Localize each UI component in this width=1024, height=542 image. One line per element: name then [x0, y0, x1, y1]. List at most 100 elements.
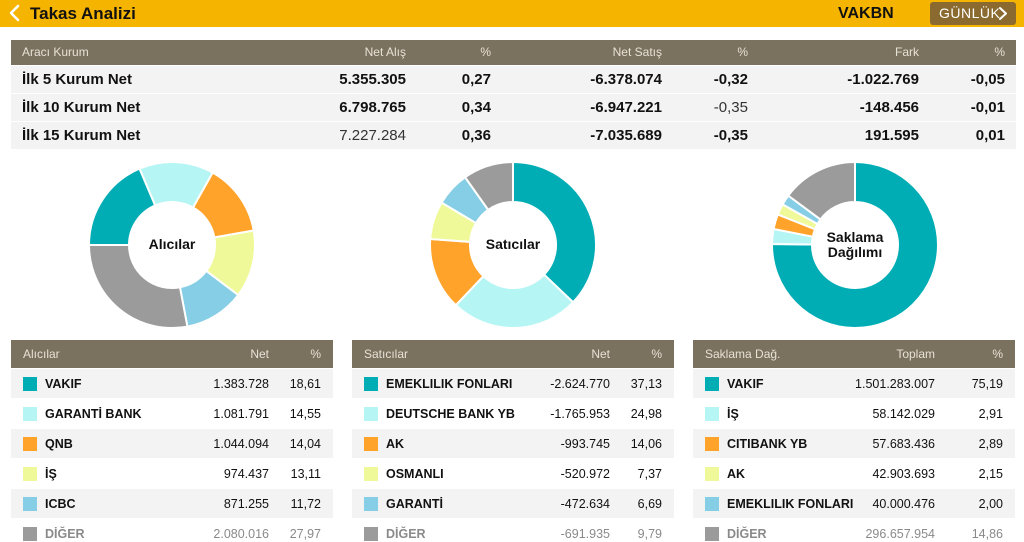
broker-name: QNB — [45, 437, 73, 451]
table-row[interactable]: ICBC 871.255 11,72 — [11, 488, 333, 518]
net-sell-value: -7.035.689 — [590, 127, 662, 144]
broker-name: AK — [386, 437, 405, 451]
table-row[interactable]: AK 42.903.693 2,15 — [693, 458, 1015, 488]
col-header-sell-pct: % — [737, 45, 748, 59]
slice-vakif[interactable] — [771, 160, 939, 329]
broker-name: EMEKLILIK FONLARI — [727, 497, 854, 511]
pct-value: 18,61 — [289, 377, 321, 391]
back-chevron-icon[interactable] — [6, 3, 26, 23]
broker-name: OSMANLI — [386, 467, 444, 481]
legend-swatch — [364, 467, 378, 481]
buyers-donut-chart[interactable] — [87, 160, 257, 330]
custody-donut-chart[interactable] — [770, 160, 940, 330]
diff-pct-value: -0,01 — [970, 99, 1005, 116]
sell-pct-value: -0,32 — [713, 71, 748, 88]
table-row[interactable]: DİĞER 296.657.954 14,86 — [693, 518, 1015, 542]
col-header-net: Net — [591, 347, 610, 361]
broker-name: DİĞER — [45, 527, 85, 541]
pct-value: 7,37 — [637, 467, 662, 481]
broker-name: CITIBANK YB — [727, 437, 808, 451]
custody-header-row: Saklama Dağ. Toplam % — [693, 340, 1015, 368]
broker-name: İŞ — [727, 407, 739, 421]
broker-name: DİĞER — [727, 527, 767, 541]
custody-chart-label: Saklama Dağılımı — [805, 230, 905, 260]
top-bar: Takas Analizi VAKBN GÜNLÜK — [0, 0, 1024, 27]
table-row[interactable]: EMEKLILIK FONLARI -2.624.770 37,13 — [352, 368, 674, 398]
col-header-buy-pct: % — [480, 45, 491, 59]
pct-value: 14,06 — [630, 437, 662, 451]
slice-di̇ğer[interactable] — [463, 160, 514, 212]
slice-di̇ğer[interactable] — [87, 244, 189, 329]
broker-name: ICBC — [45, 497, 76, 511]
table-row[interactable]: DİĞER 2.080.016 27,97 — [11, 518, 333, 542]
table-row[interactable]: OSMANLI -520.972 7,37 — [352, 458, 674, 488]
diff-value: 191.595 — [864, 127, 919, 144]
col-header-sellers: Satıcılar — [364, 347, 409, 361]
broker-name: EMEKLILIK FONLARI — [386, 377, 513, 391]
broker-name: GARANTİ — [386, 497, 443, 511]
net-buy-value: 6.798.765 — [339, 99, 406, 116]
legend-swatch — [364, 527, 378, 541]
diff-pct-value: 0,01 — [975, 127, 1005, 144]
summary-row-top15: İlk 15 Kurum Net 7.227.284 0,36 -7.035.6… — [11, 121, 1016, 149]
net-sell-value: -6.947.221 — [590, 99, 662, 116]
col-header-diff: Fark — [895, 45, 919, 59]
custody-table: Saklama Dağ. Toplam % VAKIF 1.501.283.00… — [693, 340, 1015, 542]
summary-row-top5: İlk 5 Kurum Net 5.355.305 0,27 -6.378.07… — [11, 65, 1016, 93]
pct-value: 27,97 — [289, 527, 321, 541]
period-selector-button[interactable]: GÜNLÜK — [930, 2, 1016, 25]
row-label: İlk 10 Kurum Net — [22, 99, 141, 116]
net-value: -472.634 — [560, 497, 610, 511]
slice-emeklilik-fonlari[interactable] — [512, 160, 597, 304]
broker-name: İŞ — [45, 467, 57, 481]
summary-header-row: Aracı Kurum Net Alış % Net Satış % Fark … — [11, 40, 1016, 65]
net-value: 871.255 — [223, 497, 269, 511]
slice-deutsche-bank-yb[interactable] — [454, 273, 575, 329]
table-row[interactable]: İŞ 974.437 13,11 — [11, 458, 333, 488]
legend-swatch — [364, 377, 378, 391]
summary-row-top10: İlk 10 Kurum Net 6.798.765 0,34 -6.947.2… — [11, 93, 1016, 121]
pct-value: 24,98 — [630, 407, 662, 421]
table-row[interactable]: AK -993.745 14,06 — [352, 428, 674, 458]
legend-swatch — [705, 527, 719, 541]
net-value: 1.383.728 — [213, 377, 269, 391]
legend-swatch — [705, 497, 719, 511]
table-row[interactable]: CITIBANK YB 57.683.436 2,89 — [693, 428, 1015, 458]
pct-value: 9,79 — [637, 527, 662, 541]
table-row[interactable]: İŞ 58.142.029 2,91 — [693, 398, 1015, 428]
table-row[interactable]: DİĞER -691.935 9,79 — [352, 518, 674, 542]
table-row[interactable]: QNB 1.044.094 14,04 — [11, 428, 333, 458]
diff-pct-value: -0,05 — [970, 71, 1005, 88]
broker-name: DİĞER — [386, 527, 426, 541]
table-row[interactable]: GARANTİ -472.634 6,69 — [352, 488, 674, 518]
sellers-header-row: Satıcılar Net % — [352, 340, 674, 368]
table-row[interactable]: EMEKLILIK FONLARI 40.000.476 2,00 — [693, 488, 1015, 518]
net-value: -993.745 — [560, 437, 610, 451]
net-value: 1.044.094 — [213, 437, 269, 451]
summary-table: Aracı Kurum Net Alış % Net Satış % Fark … — [11, 40, 1016, 149]
symbol-label[interactable]: VAKBN — [838, 5, 894, 22]
table-row[interactable]: GARANTİ BANK 1.081.791 14,55 — [11, 398, 333, 428]
pct-value: 14,04 — [289, 437, 321, 451]
table-row[interactable]: DEUTSCHE BANK YB -1.765.953 24,98 — [352, 398, 674, 428]
sellers-donut-chart[interactable] — [428, 160, 598, 330]
col-header-net-sell: Net Satış — [612, 45, 662, 59]
pct-value: 11,72 — [290, 497, 321, 511]
broker-name: AK — [727, 467, 746, 481]
table-row[interactable]: VAKIF 1.501.283.007 75,19 — [693, 368, 1015, 398]
pct-value: 75,19 — [971, 377, 1003, 391]
table-row[interactable]: VAKIF 1.383.728 18,61 — [11, 368, 333, 398]
total-value: 40.000.476 — [872, 497, 935, 511]
slice-di̇ğer[interactable] — [786, 160, 856, 221]
period-label: GÜNLÜK — [939, 5, 1001, 21]
buyers-header-row: Alıcılar Net % — [11, 340, 333, 368]
legend-swatch — [23, 437, 37, 451]
col-header-buyers: Alıcılar — [23, 347, 60, 361]
buyers-chart-label: Alıcılar — [148, 236, 196, 252]
broker-name: VAKIF — [727, 377, 764, 391]
col-header-net: Net — [250, 347, 269, 361]
pct-value: 37,13 — [630, 377, 662, 391]
legend-swatch — [364, 497, 378, 511]
legend-swatch — [23, 467, 37, 481]
legend-swatch — [23, 527, 37, 541]
